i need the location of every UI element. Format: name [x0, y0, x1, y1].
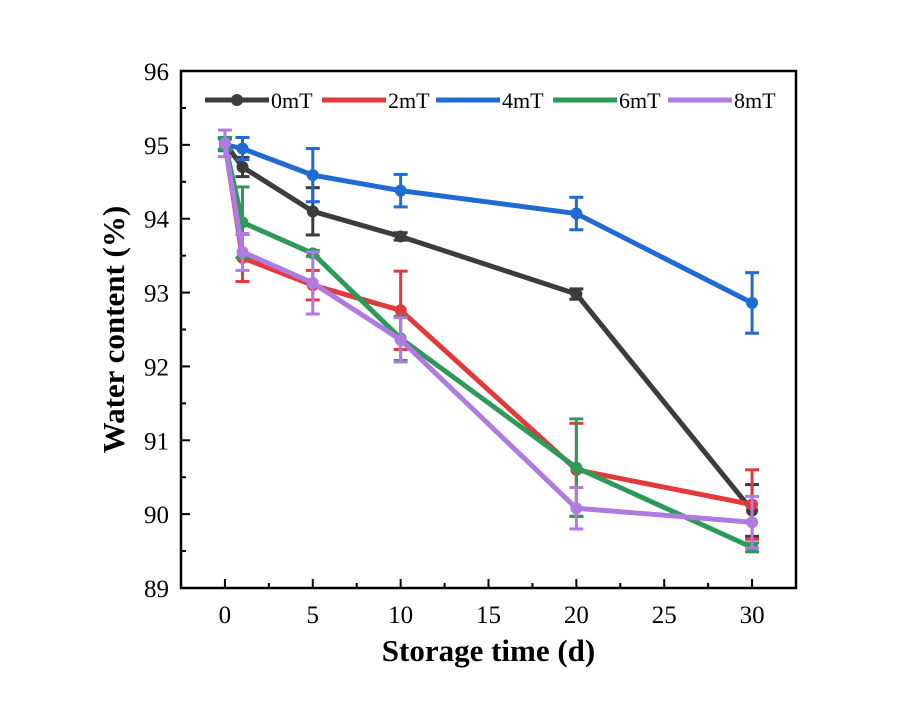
legend-label: 2mT — [388, 88, 430, 113]
series-8mT — [217, 128, 760, 550]
y-tick-label: 93 — [144, 281, 169, 308]
y-tick-label: 91 — [144, 428, 169, 455]
series-4mT — [217, 135, 760, 335]
data-point — [570, 461, 583, 474]
y-axis-title: Water content (%) — [96, 206, 131, 453]
y-tick-label: 89 — [144, 576, 169, 603]
legend-marker — [231, 94, 243, 106]
series-0mT — [217, 135, 760, 538]
data-point — [570, 288, 583, 301]
x-tick-label: 30 — [740, 602, 765, 629]
data-point — [236, 161, 249, 174]
data-point — [394, 304, 407, 317]
data-point — [306, 169, 319, 182]
series-line — [222, 142, 754, 550]
data-point — [570, 502, 583, 515]
chart-series-layer — [217, 128, 760, 554]
data-point — [394, 230, 407, 243]
legend-label: 8mT — [734, 88, 776, 113]
legend: 0mT 2mT 4mT 6mT 8mT — [205, 88, 776, 113]
data-point — [746, 516, 759, 529]
legend-item-0mT: 0mT — [205, 88, 313, 113]
data-point — [746, 296, 759, 309]
data-point — [218, 137, 231, 150]
data-point — [236, 245, 249, 258]
data-point — [236, 142, 249, 155]
legend-label: 6mT — [619, 88, 661, 113]
series-line — [222, 143, 753, 507]
legend-label: 0mT — [271, 88, 313, 113]
y-tick-label: 90 — [144, 502, 169, 529]
x-tick-label: 20 — [564, 602, 589, 629]
chart-axes: 0 5 10 15 20 25 30 89 90 91 92 93 94 95 96 — [144, 59, 765, 629]
legend-item-4mT: 4mT — [436, 88, 544, 113]
x-tick-label: 15 — [476, 602, 501, 629]
x-tick-label: 5 — [307, 602, 320, 629]
x-tick-label: 0 — [219, 602, 232, 629]
plot-frame — [179, 69, 798, 590]
x-axis-title: Storage time (d) — [382, 633, 596, 668]
y-tick-label: 96 — [144, 59, 169, 86]
y-tick-label: 94 — [144, 207, 170, 234]
y-tick-label: 92 — [144, 354, 169, 381]
data-point — [306, 276, 319, 289]
series-line — [222, 141, 755, 513]
x-tick-label: 10 — [388, 602, 413, 629]
legend-label: 4mT — [502, 88, 544, 113]
legend-item-2mT: 2mT — [322, 88, 430, 113]
y-tick-label: 95 — [144, 133, 169, 160]
series-2mT — [217, 135, 760, 541]
series-line — [222, 142, 753, 525]
data-point — [394, 333, 407, 346]
data-point — [306, 205, 319, 218]
x-tick-label: 25 — [652, 602, 677, 629]
data-point — [570, 207, 583, 220]
legend-item-6mT: 6mT — [553, 88, 661, 113]
data-point — [394, 184, 407, 197]
legend-item-8mT: 8mT — [668, 88, 776, 113]
